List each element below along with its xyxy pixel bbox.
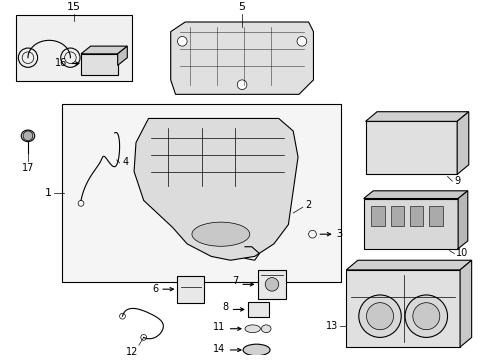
Text: 8: 8	[222, 302, 228, 311]
Polygon shape	[363, 191, 467, 198]
Bar	[346, 270, 459, 347]
Ellipse shape	[192, 222, 249, 246]
Text: 12: 12	[126, 347, 138, 357]
Ellipse shape	[261, 325, 270, 333]
Text: 1: 1	[45, 188, 52, 198]
Bar	[257, 270, 286, 299]
Polygon shape	[457, 191, 467, 249]
Bar	[247, 302, 268, 317]
Text: 6: 6	[152, 284, 158, 294]
Circle shape	[366, 303, 393, 330]
Text: 14: 14	[213, 344, 225, 354]
Bar	[177, 276, 204, 303]
Text: 16: 16	[55, 58, 67, 68]
Text: 5: 5	[238, 3, 245, 12]
Circle shape	[264, 278, 278, 291]
Text: 2: 2	[305, 200, 311, 210]
Polygon shape	[81, 46, 127, 54]
Ellipse shape	[244, 325, 260, 333]
Circle shape	[412, 303, 439, 330]
Text: 10: 10	[455, 248, 468, 258]
Bar	[409, 206, 423, 225]
Text: 11: 11	[213, 322, 225, 332]
Bar	[390, 206, 403, 225]
Text: 15: 15	[67, 3, 81, 12]
Polygon shape	[456, 112, 468, 174]
Circle shape	[358, 295, 401, 337]
Text: 4: 4	[122, 157, 128, 167]
Text: 3: 3	[336, 229, 342, 239]
Bar	[365, 121, 456, 174]
Circle shape	[177, 36, 187, 46]
Bar	[61, 104, 341, 283]
Bar	[17, 15, 132, 81]
Bar	[370, 206, 384, 225]
Text: 13: 13	[325, 321, 338, 331]
Bar	[363, 198, 457, 249]
Polygon shape	[346, 260, 471, 270]
Circle shape	[237, 80, 246, 90]
Polygon shape	[170, 22, 313, 94]
Polygon shape	[459, 260, 471, 347]
Text: 9: 9	[453, 176, 460, 186]
Circle shape	[296, 36, 306, 46]
Polygon shape	[134, 118, 297, 260]
Circle shape	[404, 295, 447, 337]
Bar	[428, 206, 442, 225]
Polygon shape	[118, 46, 127, 66]
Ellipse shape	[243, 344, 269, 356]
Bar	[81, 54, 118, 75]
Polygon shape	[365, 112, 468, 121]
Text: 7: 7	[231, 276, 238, 287]
Text: 17: 17	[22, 163, 34, 173]
Ellipse shape	[21, 130, 35, 141]
Circle shape	[23, 131, 33, 141]
